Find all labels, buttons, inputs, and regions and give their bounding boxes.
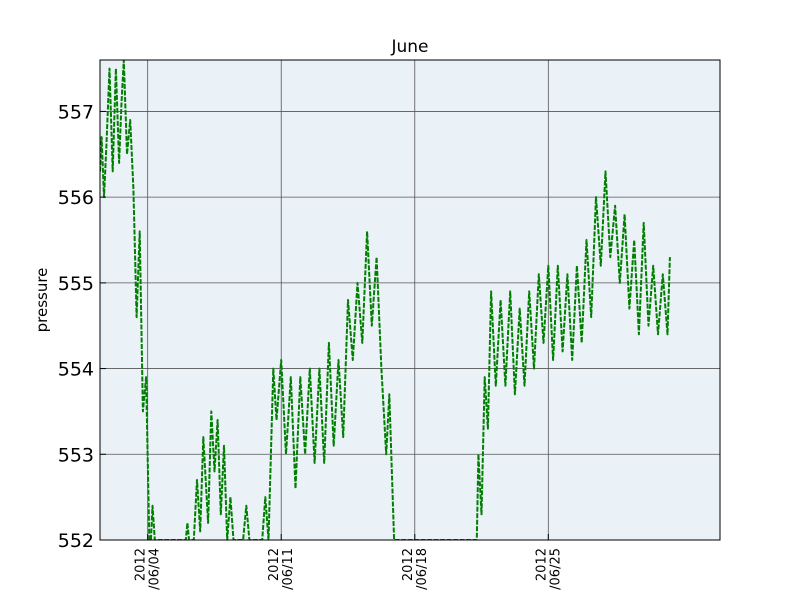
- y-tick-label: 556: [58, 187, 94, 209]
- plot-area: [100, 60, 720, 540]
- x-tick-label-year: 2012: [134, 548, 149, 581]
- x-tick-label-day: /06/11: [281, 548, 296, 590]
- y-tick-label: 557: [58, 101, 94, 123]
- y-tick-label: 555: [58, 273, 94, 295]
- x-tick-label: 2012/06/18: [401, 548, 430, 590]
- y-tick-label: 552: [58, 530, 94, 552]
- x-tick-label: 2012/06/04: [134, 548, 163, 590]
- series-line-0: [100, 60, 671, 540]
- chart-title: June: [390, 37, 428, 57]
- plot-frame: [99, 59, 721, 541]
- y-axis-label: pressure: [33, 268, 51, 333]
- x-tick-label-year: 2012: [401, 548, 416, 581]
- y-tick-label: 553: [58, 444, 94, 466]
- x-tick-label: 2012/06/25: [534, 548, 563, 590]
- x-tick-label: 2012/06/11: [267, 548, 296, 590]
- y-tick-label: 554: [58, 359, 94, 381]
- x-tick-label-day: /06/04: [148, 548, 163, 590]
- y-axis: 552 553 554 555 556 557: [58, 101, 106, 552]
- series-layer: [100, 60, 671, 540]
- x-tick-label-day: /06/25: [548, 548, 563, 590]
- x-tick-label-year: 2012: [267, 548, 282, 581]
- x-tick-label-day: /06/18: [415, 548, 430, 590]
- x-axis: 2012/06/04 2012/06/11 2012/06/18 2012/06/25: [134, 534, 563, 590]
- x-tick-label-year: 2012: [534, 548, 549, 581]
